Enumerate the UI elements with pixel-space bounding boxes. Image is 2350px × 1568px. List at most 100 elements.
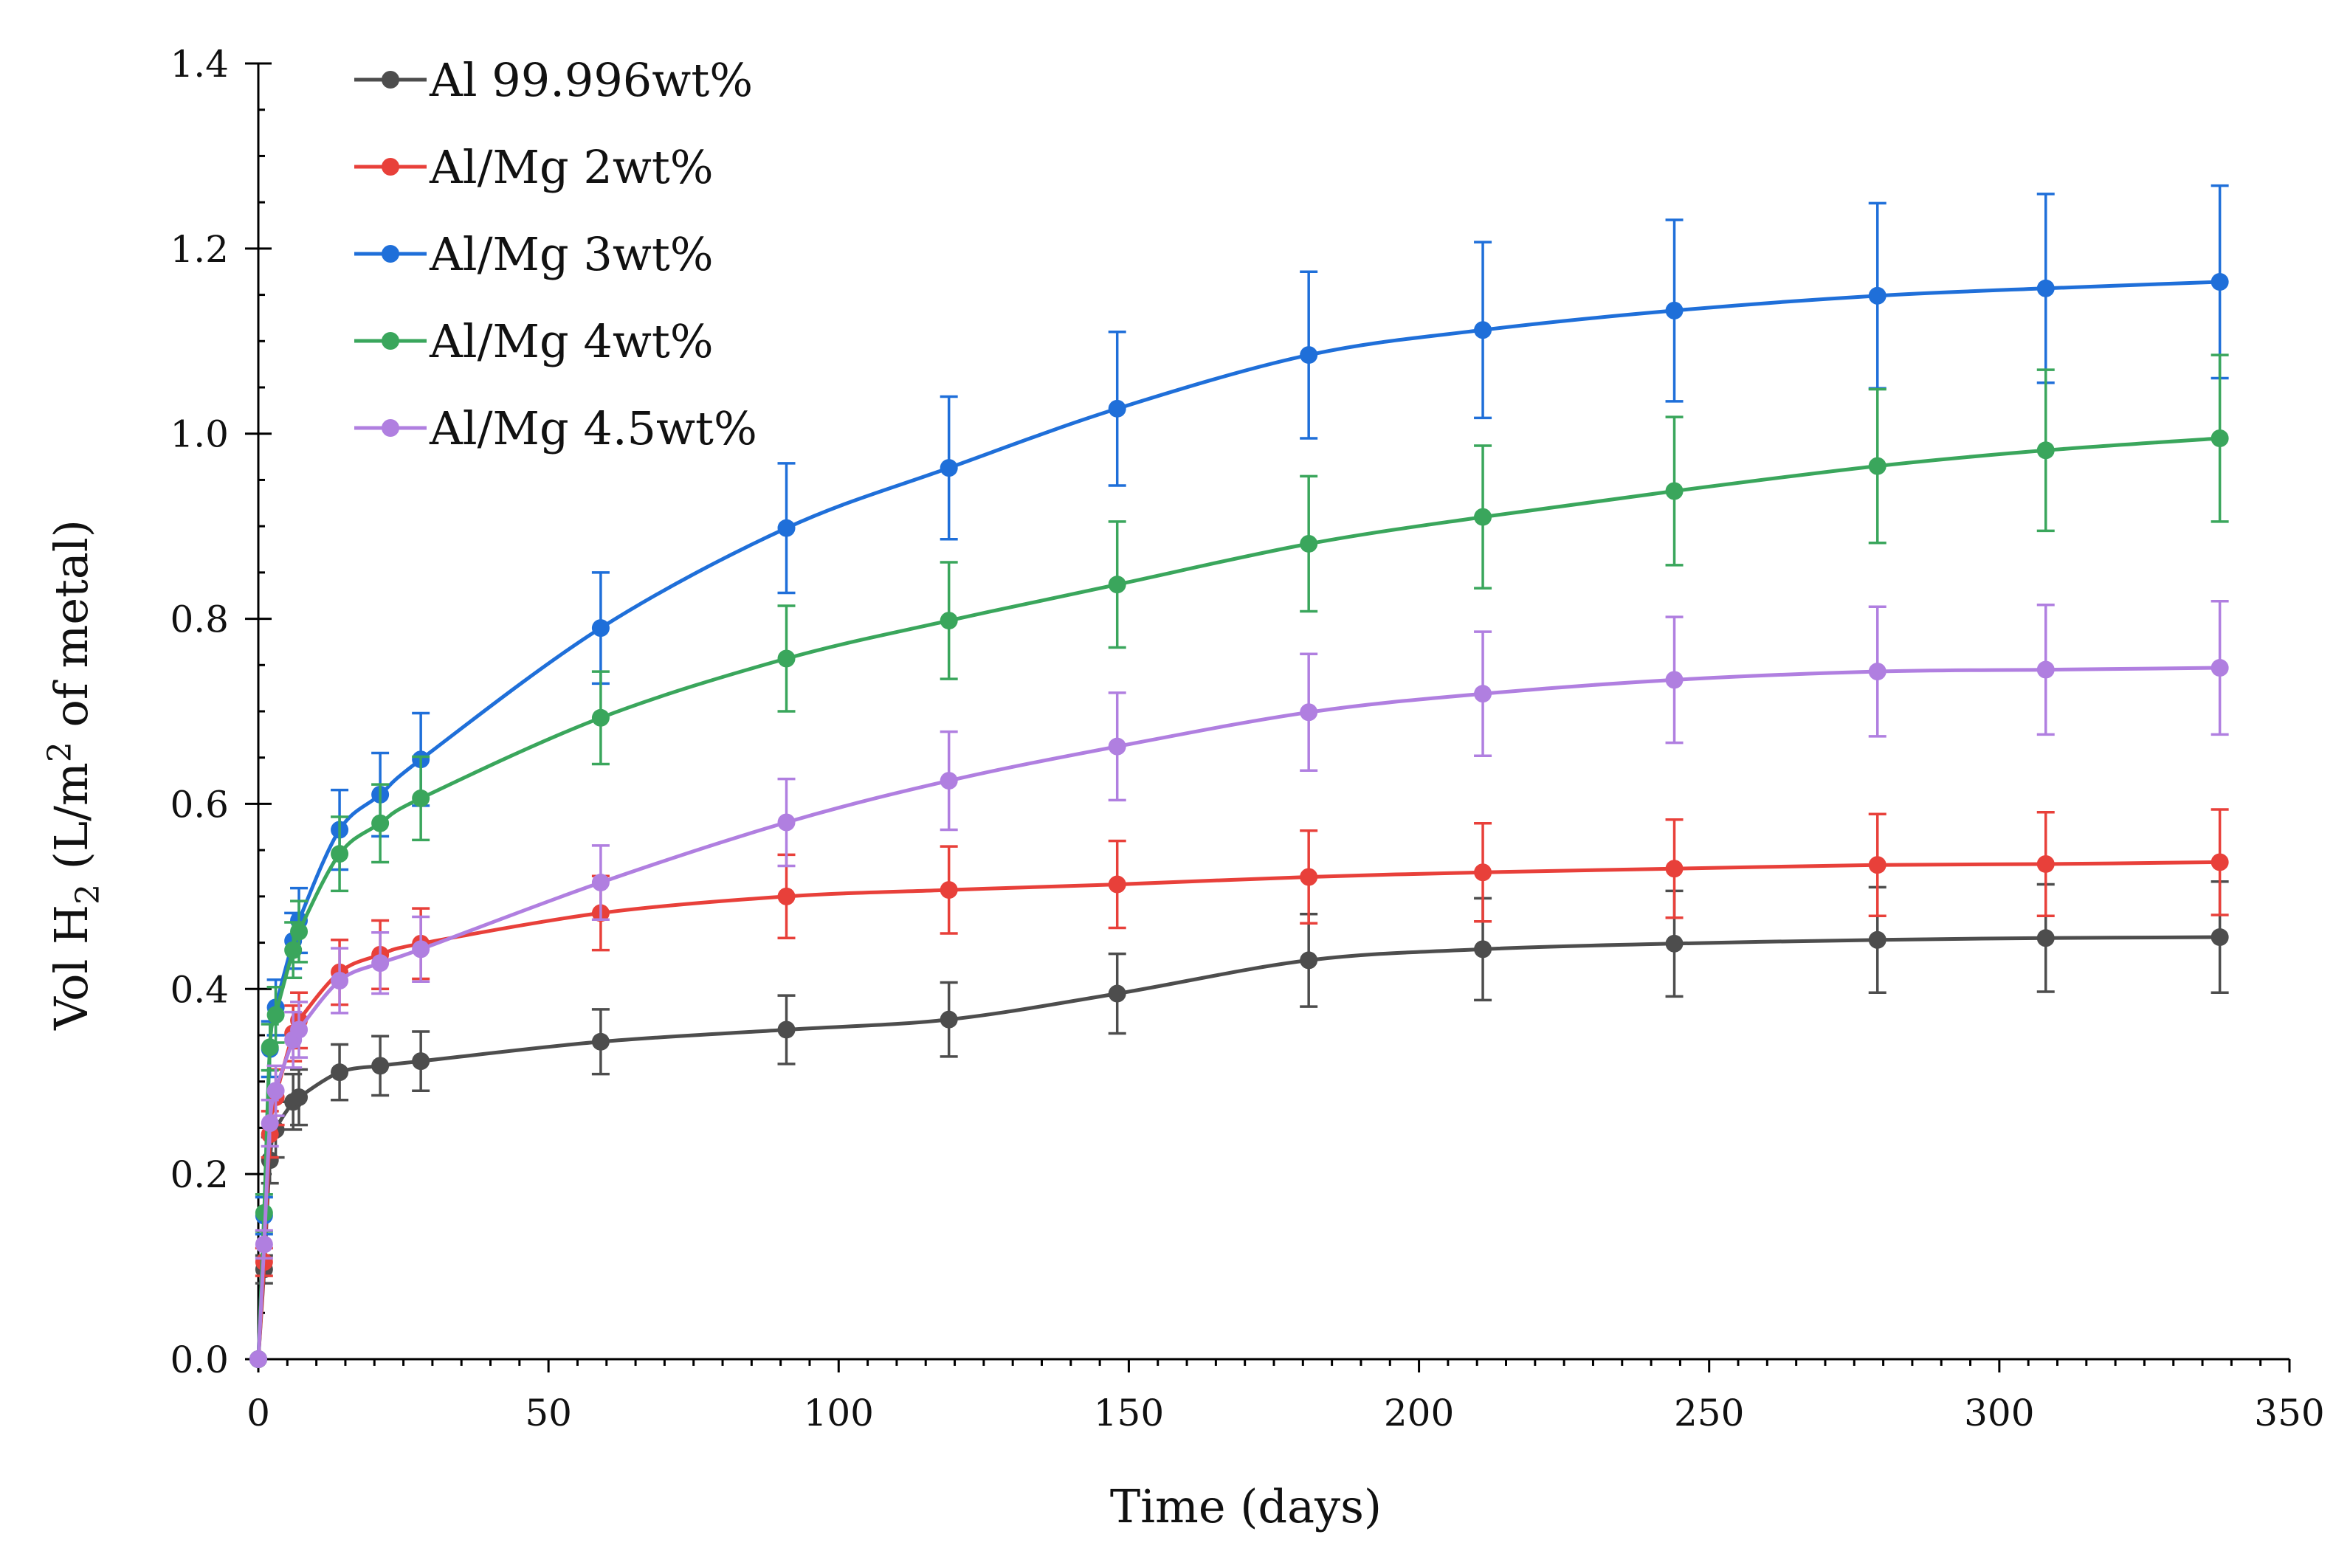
data-point bbox=[2036, 279, 2055, 297]
data-point bbox=[266, 1082, 285, 1100]
x-tick-label: 250 bbox=[1674, 1392, 1744, 1434]
y-tick-label: 0.0 bbox=[170, 1339, 229, 1381]
data-point bbox=[1300, 534, 1318, 553]
data-point bbox=[1108, 576, 1126, 594]
data-point bbox=[1108, 737, 1126, 756]
data-point bbox=[290, 922, 309, 941]
data-point bbox=[1108, 984, 1126, 1003]
data-point bbox=[1665, 482, 1684, 500]
data-point bbox=[1868, 286, 1886, 305]
series-line bbox=[256, 935, 2220, 1360]
data-point bbox=[371, 1057, 390, 1075]
legend-item: Al/Mg 2wt% bbox=[354, 140, 714, 194]
data-point bbox=[290, 1020, 309, 1039]
data-point bbox=[777, 519, 796, 537]
data-point bbox=[940, 459, 958, 477]
data-point bbox=[1300, 951, 1318, 970]
data-point bbox=[591, 708, 610, 727]
data-point bbox=[371, 954, 390, 973]
legend-marker bbox=[382, 71, 399, 89]
series-1 bbox=[249, 808, 2229, 1368]
data-point bbox=[412, 789, 430, 807]
data-point bbox=[777, 649, 796, 668]
data-point bbox=[261, 1038, 279, 1057]
x-tick-label: 300 bbox=[1964, 1392, 2034, 1434]
data-point bbox=[249, 1350, 267, 1368]
data-point bbox=[940, 881, 958, 899]
legend-item: Al/Mg 4.5wt% bbox=[354, 401, 757, 455]
data-point bbox=[331, 971, 349, 990]
data-point bbox=[591, 874, 610, 892]
y-tick-label: 0.4 bbox=[170, 968, 229, 1011]
data-point bbox=[1300, 868, 1318, 886]
legend-item: Al 99.996wt% bbox=[354, 53, 753, 107]
y-axis-title: Vol H2 (L/m2 of metal) bbox=[41, 519, 107, 1031]
y-axis-title-suffix: of metal) bbox=[44, 519, 98, 742]
y-tick-label: 1.4 bbox=[170, 43, 229, 86]
series-layer bbox=[249, 184, 2229, 1368]
legend-marker bbox=[382, 158, 399, 176]
data-point bbox=[591, 619, 610, 638]
x-tick-label: 150 bbox=[1094, 1392, 1164, 1434]
data-point bbox=[1665, 301, 1684, 320]
data-point bbox=[1474, 685, 1492, 703]
data-point bbox=[412, 1052, 430, 1071]
y-axis-title-middle: (L/m bbox=[44, 762, 98, 884]
legend-marker bbox=[382, 245, 399, 263]
data-point bbox=[2036, 929, 2055, 947]
y-axis-title-sub: 2 bbox=[69, 884, 107, 905]
data-point bbox=[777, 887, 796, 905]
data-point bbox=[940, 612, 958, 630]
legend-marker bbox=[382, 419, 399, 437]
legend-label: Al/Mg 4.5wt% bbox=[429, 401, 757, 455]
legend-item: Al/Mg 3wt% bbox=[354, 227, 714, 281]
data-point bbox=[2036, 660, 2055, 679]
x-axis-title: Time (days) bbox=[1110, 1479, 1382, 1533]
data-point bbox=[940, 772, 958, 790]
y-tick-label: 0.8 bbox=[170, 598, 229, 641]
legend-marker bbox=[382, 332, 399, 350]
y-tick-label: 1.2 bbox=[170, 228, 229, 271]
data-point bbox=[1868, 457, 1886, 475]
data-point bbox=[777, 1020, 796, 1039]
legend-label: Al/Mg 4wt% bbox=[429, 314, 714, 368]
legend-label: Al/Mg 2wt% bbox=[429, 140, 714, 194]
data-point bbox=[2211, 853, 2229, 871]
data-point bbox=[331, 845, 349, 863]
data-point bbox=[940, 1010, 958, 1029]
data-point bbox=[1108, 875, 1126, 894]
y-axis-title-prefix: Vol H bbox=[44, 905, 98, 1031]
data-point bbox=[1868, 856, 1886, 874]
data-point bbox=[284, 941, 303, 959]
data-point bbox=[1300, 346, 1318, 365]
data-point bbox=[1665, 934, 1684, 953]
x-tick-label: 50 bbox=[525, 1392, 572, 1434]
data-point bbox=[261, 1114, 279, 1133]
data-point bbox=[1474, 863, 1492, 882]
data-point bbox=[2036, 441, 2055, 460]
legend-item: Al/Mg 4wt% bbox=[354, 314, 714, 368]
data-point bbox=[1474, 940, 1492, 959]
x-tick-label: 200 bbox=[1384, 1392, 1454, 1434]
series-0 bbox=[249, 880, 2229, 1368]
series-line bbox=[256, 860, 2220, 1360]
data-point bbox=[371, 814, 390, 832]
data-point bbox=[1868, 930, 1886, 949]
y-tick-label: 1.0 bbox=[170, 413, 229, 456]
y-tick-label: 0.2 bbox=[170, 1153, 229, 1196]
series-3 bbox=[249, 353, 2229, 1368]
data-point bbox=[2211, 273, 2229, 291]
x-tick-label: 0 bbox=[247, 1392, 270, 1434]
data-point bbox=[290, 1088, 309, 1107]
data-point bbox=[2036, 854, 2055, 873]
data-point bbox=[255, 1235, 273, 1254]
data-point bbox=[1300, 703, 1318, 722]
data-point bbox=[331, 1063, 349, 1082]
data-point bbox=[2211, 659, 2229, 677]
data-point bbox=[591, 1032, 610, 1051]
data-point bbox=[1474, 508, 1492, 526]
series-4 bbox=[249, 599, 2229, 1368]
x-tick-label: 100 bbox=[804, 1392, 874, 1434]
legend-label: Al/Mg 3wt% bbox=[429, 227, 714, 281]
